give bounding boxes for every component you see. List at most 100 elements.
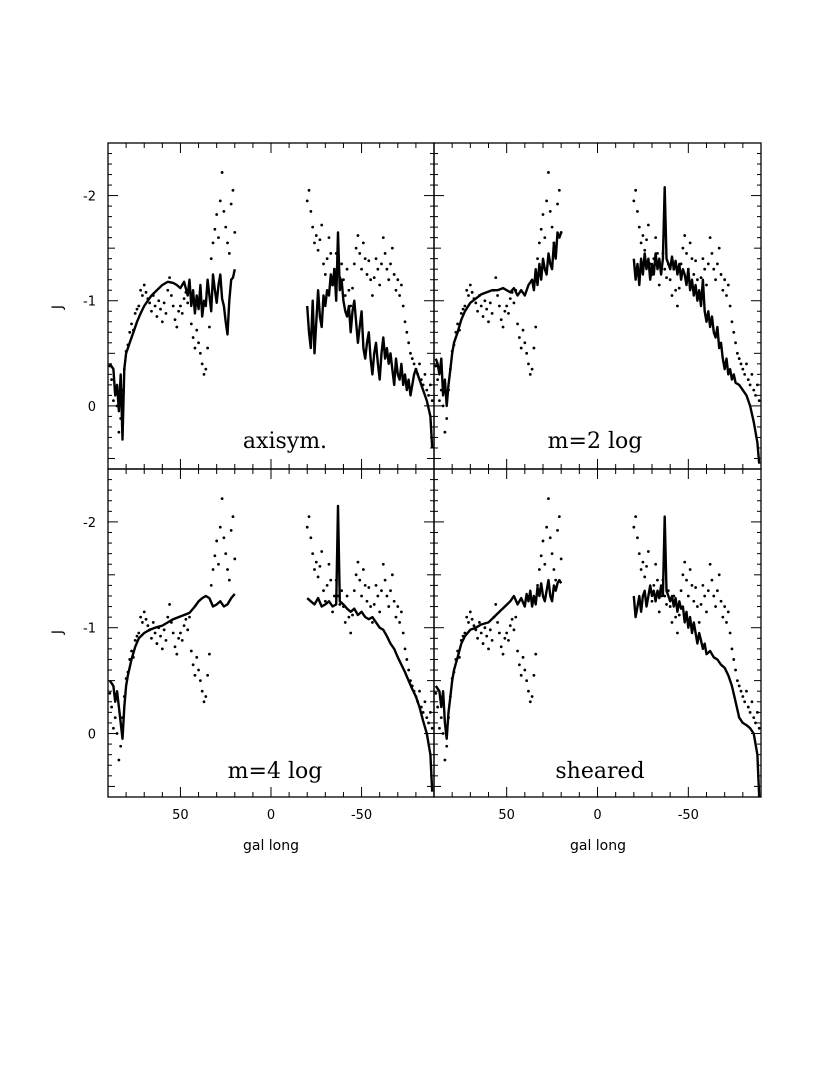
- panel-label-m4-log: m=4 log: [228, 759, 323, 784]
- observed-point: [365, 273, 369, 276]
- observed-point: [639, 241, 643, 245]
- observed-point: [508, 624, 512, 627]
- observed-point: [367, 586, 371, 589]
- observed-point: [485, 307, 489, 311]
- observed-point: [543, 562, 547, 566]
- observed-point: [726, 283, 730, 287]
- observed-point: [314, 234, 318, 237]
- observed-point: [552, 568, 556, 571]
- observed-point: [652, 583, 656, 587]
- observed-point: [316, 248, 320, 252]
- observed-point: [641, 560, 645, 564]
- observed-point: [712, 267, 716, 271]
- observed-point: [204, 367, 208, 371]
- observed-point: [218, 525, 222, 529]
- observed-point: [195, 328, 199, 332]
- observed-point: [705, 283, 708, 287]
- observed-point: [754, 393, 757, 397]
- observed-point: [547, 497, 550, 501]
- observed-point: [320, 223, 324, 227]
- observed-point: [650, 599, 654, 603]
- observed-point: [481, 315, 485, 318]
- panel-bottom-right: 50 0 -50 sheared: [433, 468, 762, 823]
- observed-point: [632, 525, 636, 529]
- observed-point: [519, 673, 523, 677]
- panel-frame: [107, 142, 435, 470]
- observed-point: [184, 617, 188, 621]
- observed-point: [557, 188, 561, 192]
- observed-point: [479, 304, 483, 308]
- observed-point: [674, 288, 678, 292]
- observed-point: [443, 758, 447, 762]
- observed-point: [231, 515, 235, 519]
- observed-point: [677, 613, 681, 617]
- observed-point: [360, 267, 363, 271]
- panel-top-left: -2 -1 0 axisym.: [83, 142, 435, 470]
- observed-point: [699, 603, 703, 606]
- observed-point: [539, 227, 543, 231]
- observed-point: [677, 286, 681, 290]
- observed-point: [690, 257, 694, 261]
- observed-point: [468, 610, 472, 614]
- observed-point: [318, 564, 322, 568]
- observed-point: [754, 721, 757, 725]
- observed-point: [405, 658, 409, 661]
- observed-point: [645, 564, 648, 568]
- observed-point: [743, 700, 747, 704]
- observed-point: [367, 259, 371, 263]
- observed-point: [681, 573, 685, 577]
- observed-point: [668, 605, 672, 608]
- observed-point: [716, 589, 719, 593]
- observed-point: [663, 267, 667, 271]
- observed-point: [363, 257, 367, 261]
- observed-point: [361, 241, 365, 245]
- observed-point: [670, 294, 674, 297]
- observed-point: [681, 246, 685, 250]
- observed-point: [641, 234, 645, 237]
- model-line-axisym: [108, 268, 236, 441]
- observed-point: [441, 732, 445, 735]
- observed-point: [710, 578, 714, 582]
- observed-point: [690, 583, 694, 587]
- observed-point: [439, 716, 443, 720]
- observed-point: [226, 568, 229, 571]
- observed-point: [657, 283, 661, 287]
- observed-point: [179, 631, 182, 635]
- observed-point: [358, 252, 362, 255]
- y-tick-label: -1: [83, 295, 96, 310]
- observed-point: [519, 346, 523, 350]
- observed-point: [539, 554, 543, 558]
- observed-point: [365, 599, 369, 603]
- observed-point: [412, 362, 416, 366]
- observed-point: [501, 325, 505, 329]
- observed-point: [144, 617, 148, 621]
- observed-point: [441, 404, 445, 408]
- observed-point: [400, 610, 403, 614]
- observed-point: [654, 236, 658, 240]
- observed-point: [133, 311, 137, 315]
- observed-point: [510, 617, 514, 621]
- observed-point: [322, 262, 325, 266]
- observed-point: [465, 288, 469, 292]
- panel-label-sheared: sheared: [555, 759, 644, 784]
- observed-point: [361, 568, 365, 571]
- observed-point: [472, 624, 476, 627]
- observed-point: [487, 320, 490, 324]
- observed-point: [643, 575, 647, 579]
- observed-point: [349, 631, 353, 635]
- observed-point: [465, 615, 469, 619]
- observed-point: [735, 679, 739, 683]
- observed-point: [401, 304, 405, 308]
- observed-point: [314, 560, 318, 564]
- observed-point: [117, 758, 121, 762]
- observed-point: [685, 252, 688, 255]
- observed-point: [668, 278, 672, 282]
- observed-point: [369, 605, 373, 608]
- observed-point: [734, 341, 737, 345]
- observed-point: [209, 257, 213, 261]
- observed-point: [220, 171, 224, 174]
- observed-point: [530, 695, 534, 698]
- observed-point: [537, 568, 541, 571]
- observed-point: [407, 668, 411, 672]
